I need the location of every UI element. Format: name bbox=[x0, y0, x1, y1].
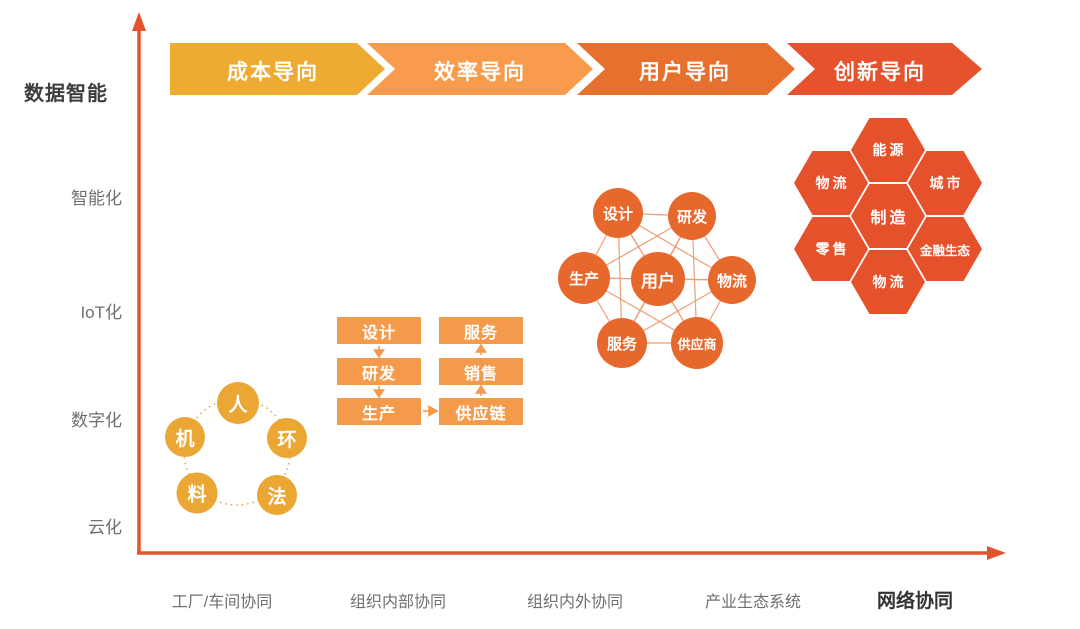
x-axis-label-org-internal: 组织内部协同 bbox=[349, 594, 446, 611]
y-axis-label-iot: IoT化 bbox=[80, 303, 122, 322]
process-box-service: 服务 bbox=[439, 317, 523, 344]
network-node-logistics: 物流 bbox=[708, 256, 756, 304]
factory-node-environment: 环 bbox=[267, 418, 307, 458]
stage-label-cost: 成本导向 bbox=[227, 61, 319, 84]
x-axis-label-org-external: 组织内外协同 bbox=[526, 594, 623, 611]
process-box-rnd: 研发 bbox=[337, 358, 421, 385]
stage-chevron-efficiency bbox=[367, 43, 593, 95]
factory-node-machine: 机 bbox=[165, 417, 205, 457]
process-box-sales: 销售 bbox=[439, 358, 523, 385]
stage-label-efficiency: 效率导向 bbox=[434, 61, 526, 84]
x-axis-label-factory: 工厂/车间协同 bbox=[171, 594, 273, 611]
factory-node-material: 料 bbox=[176, 472, 218, 514]
y-axis-label-digital: 数字化 bbox=[71, 411, 122, 430]
network-node-rnd: 研发 bbox=[668, 192, 716, 240]
factory-node-method: 法 bbox=[257, 475, 297, 515]
process-box-production: 生产 bbox=[337, 398, 421, 425]
y-axis-label-intelligent: 智能化 bbox=[71, 189, 122, 208]
stage-label-user: 用户导向 bbox=[639, 61, 731, 84]
network-node-design: 设计 bbox=[593, 188, 643, 238]
x-axis-label-network: 网络协同 bbox=[876, 591, 953, 612]
y-axis-arrow bbox=[132, 12, 146, 553]
x-axis-arrow bbox=[137, 546, 1006, 560]
network-node-supplier: 供应商 bbox=[671, 317, 723, 369]
network-node-service: 服务 bbox=[597, 318, 647, 368]
process-flow-arrows bbox=[373, 343, 487, 417]
stage-chevron-user bbox=[577, 43, 795, 95]
process-box-design: 设计 bbox=[337, 317, 421, 344]
network-node-production: 生产 bbox=[558, 252, 610, 304]
y-axis-title: 数据智能 bbox=[24, 83, 108, 105]
stage-chevron-innovation bbox=[787, 43, 982, 95]
network-node-user: 用户 bbox=[631, 252, 685, 306]
stage-chevron-cost bbox=[170, 43, 385, 95]
x-axis-label-ecosystem: 产业生态系统 bbox=[704, 594, 801, 611]
factory-node-man: 人 bbox=[217, 382, 259, 424]
y-axis-label-cloud: 云化 bbox=[88, 518, 122, 537]
process-box-supply-chain: 供应链 bbox=[439, 398, 523, 425]
stage-label-innovation: 创新导向 bbox=[834, 61, 926, 84]
